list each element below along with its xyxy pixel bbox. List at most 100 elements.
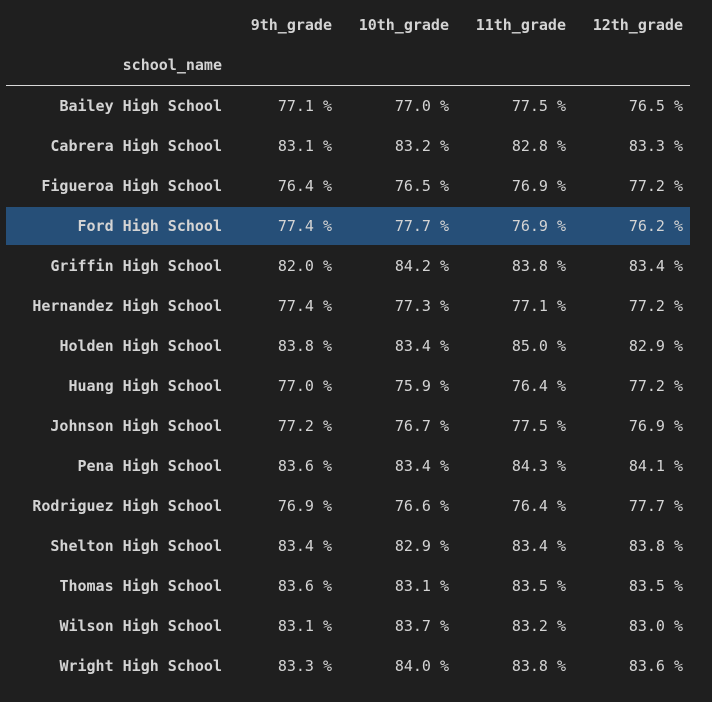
- cell-11th-grade: 83.8 %: [511, 257, 566, 275]
- table-row[interactable]: Holden High School 83.8 % 83.4 % 85.0 % 82.9…: [0, 326, 712, 366]
- cell-12th-grade: 76.2 %: [628, 217, 683, 235]
- column-header-9th-grade: 9th_grade: [250, 16, 332, 34]
- cell-11th-grade: 83.8 %: [511, 657, 566, 675]
- cell-12th-grade: 76.5 %: [628, 97, 683, 115]
- row-index-school-name: Holden High School: [59, 337, 222, 355]
- cell-12th-grade: 76.9 %: [628, 417, 683, 435]
- cell-12th-grade: 84.1 %: [628, 457, 683, 475]
- cell-12th-grade: 77.7 %: [628, 497, 683, 515]
- row-selection-highlight: [6, 207, 690, 245]
- cell-9th-grade: 77.4 %: [277, 297, 332, 315]
- table-row[interactable]: Hernandez High School 77.4 % 77.3 % 77.1 % 7…: [0, 286, 712, 326]
- table-row[interactable]: Thomas High School 83.6 % 83.1 % 83.5 % 83.5…: [0, 566, 712, 606]
- cell-10th-grade: 83.4 %: [394, 457, 449, 475]
- table-row[interactable]: Ford High School 77.4 % 77.7 % 76.9 % 76.2 %: [0, 206, 712, 246]
- column-header-12th-grade: 12th_grade: [592, 16, 683, 34]
- cell-11th-grade: 83.4 %: [511, 537, 566, 555]
- cell-11th-grade: 77.5 %: [511, 97, 566, 115]
- table-row[interactable]: Huang High School 77.0 % 75.9 % 76.4 % 77.2 …: [0, 366, 712, 406]
- table-row[interactable]: Pena High School 83.6 % 83.4 % 84.3 % 84.1 %: [0, 446, 712, 486]
- index-header-row: school_name: [0, 45, 712, 85]
- table-row[interactable]: Johnson High School 77.2 % 76.7 % 77.5 % 76.…: [0, 406, 712, 446]
- table-row[interactable]: Bailey High School 77.1 % 77.0 % 77.5 % 76.5…: [0, 86, 712, 126]
- column-header-10th-grade: 10th_grade: [358, 16, 449, 34]
- row-index-school-name: Figueroa High School: [41, 177, 222, 195]
- cell-10th-grade: 84.2 %: [394, 257, 449, 275]
- cell-11th-grade: 84.3 %: [511, 457, 566, 475]
- row-index-school-name: Cabrera High School: [50, 137, 222, 155]
- cell-11th-grade: 82.8 %: [511, 137, 566, 155]
- cell-10th-grade: 76.5 %: [394, 177, 449, 195]
- cell-12th-grade: 83.6 %: [628, 657, 683, 675]
- cell-10th-grade: 77.3 %: [394, 297, 449, 315]
- cell-10th-grade: 83.7 %: [394, 617, 449, 635]
- table-row[interactable]: Cabrera High School 83.1 % 83.2 % 82.8 % 83.…: [0, 126, 712, 166]
- cell-12th-grade: 83.0 %: [628, 617, 683, 635]
- row-index-school-name: Pena High School: [77, 457, 223, 475]
- cell-10th-grade: 84.0 %: [394, 657, 449, 675]
- cell-11th-grade: 76.9 %: [511, 217, 566, 235]
- cell-12th-grade: 77.2 %: [628, 297, 683, 315]
- cell-9th-grade: 77.2 %: [277, 417, 332, 435]
- cell-9th-grade: 76.9 %: [277, 497, 332, 515]
- row-index-school-name: Griffin High School: [50, 257, 222, 275]
- cell-10th-grade: 82.9 %: [394, 537, 449, 555]
- column-header-row: 9th_grade 10th_grade 11th_grade 12th_gra…: [0, 5, 712, 45]
- cell-11th-grade: 76.4 %: [511, 497, 566, 515]
- table-row[interactable]: Griffin High School 82.0 % 84.2 % 83.8 % 83.…: [0, 246, 712, 286]
- cell-9th-grade: 83.6 %: [277, 457, 332, 475]
- cell-9th-grade: 77.0 %: [277, 377, 332, 395]
- header-divider: [6, 85, 690, 86]
- cell-10th-grade: 77.0 %: [394, 97, 449, 115]
- cell-9th-grade: 76.4 %: [277, 177, 332, 195]
- row-index-school-name: Hernandez High School: [32, 297, 222, 315]
- cell-11th-grade: 85.0 %: [511, 337, 566, 355]
- cell-9th-grade: 77.4 %: [277, 217, 332, 235]
- table-row[interactable]: Rodriguez High School 76.9 % 76.6 % 76.4 % 7…: [0, 486, 712, 526]
- cell-11th-grade: 76.4 %: [511, 377, 566, 395]
- cell-11th-grade: 76.9 %: [511, 177, 566, 195]
- cell-9th-grade: 83.1 %: [277, 137, 332, 155]
- cell-11th-grade: 83.5 %: [511, 577, 566, 595]
- cell-12th-grade: 83.3 %: [628, 137, 683, 155]
- table-row[interactable]: Shelton High School 83.4 % 82.9 % 83.4 % 83.…: [0, 526, 712, 566]
- cell-10th-grade: 75.9 %: [394, 377, 449, 395]
- cell-10th-grade: 77.7 %: [394, 217, 449, 235]
- cell-10th-grade: 76.6 %: [394, 497, 449, 515]
- column-header-11th-grade: 11th_grade: [475, 16, 566, 34]
- cell-9th-grade: 83.8 %: [277, 337, 332, 355]
- row-index-school-name: Rodriguez High School: [32, 497, 222, 515]
- cell-9th-grade: 82.0 %: [277, 257, 332, 275]
- cell-9th-grade: 83.6 %: [277, 577, 332, 595]
- row-index-school-name: Wright High School: [59, 657, 222, 675]
- cell-12th-grade: 77.2 %: [628, 177, 683, 195]
- cell-12th-grade: 83.4 %: [628, 257, 683, 275]
- cell-11th-grade: 83.2 %: [511, 617, 566, 635]
- row-index-school-name: Johnson High School: [50, 417, 222, 435]
- row-index-school-name: Ford High School: [77, 217, 223, 235]
- cell-9th-grade: 77.1 %: [277, 97, 332, 115]
- index-name-header: school_name: [122, 56, 222, 74]
- row-index-school-name: Shelton High School: [50, 537, 222, 555]
- cell-12th-grade: 83.5 %: [628, 577, 683, 595]
- cell-12th-grade: 82.9 %: [628, 337, 683, 355]
- table-row[interactable]: Figueroa High School 76.4 % 76.5 % 76.9 % 77…: [0, 166, 712, 206]
- cell-10th-grade: 83.1 %: [394, 577, 449, 595]
- cell-9th-grade: 83.4 %: [277, 537, 332, 555]
- cell-10th-grade: 83.4 %: [394, 337, 449, 355]
- table-row[interactable]: Wright High School 83.3 % 84.0 % 83.8 % 83.6…: [0, 646, 712, 686]
- cell-9th-grade: 83.3 %: [277, 657, 332, 675]
- cell-12th-grade: 77.2 %: [628, 377, 683, 395]
- row-index-school-name: Wilson High School: [59, 617, 222, 635]
- cell-9th-grade: 83.1 %: [277, 617, 332, 635]
- cell-11th-grade: 77.5 %: [511, 417, 566, 435]
- cell-10th-grade: 83.2 %: [394, 137, 449, 155]
- cell-10th-grade: 76.7 %: [394, 417, 449, 435]
- row-index-school-name: Thomas High School: [59, 577, 222, 595]
- cell-12th-grade: 83.8 %: [628, 537, 683, 555]
- row-index-school-name: Bailey High School: [59, 97, 222, 115]
- cell-11th-grade: 77.1 %: [511, 297, 566, 315]
- row-index-school-name: Huang High School: [68, 377, 222, 395]
- table-row[interactable]: Wilson High School 83.1 % 83.7 % 83.2 % 83.0…: [0, 606, 712, 646]
